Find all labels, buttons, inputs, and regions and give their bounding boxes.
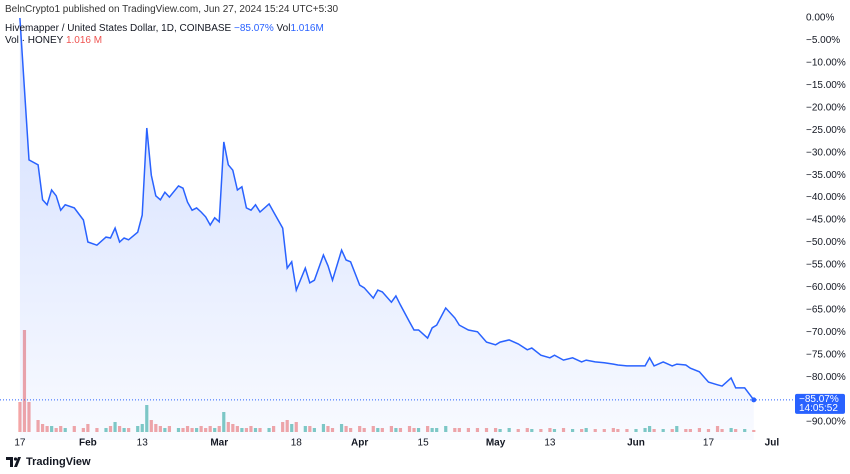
brand-name: TradingView <box>26 456 91 468</box>
y-tick-label: −50.00% <box>806 237 846 248</box>
x-tick-label: Jun <box>627 438 645 449</box>
y-tick-label: −5.00% <box>806 35 840 46</box>
change: −85.07% <box>233 23 274 34</box>
y-tick-label: −70.00% <box>806 327 846 338</box>
y-tick-label: −80.00% <box>806 372 846 383</box>
vol-value: 1.016M <box>290 23 324 34</box>
x-tick-label: Apr <box>351 438 368 449</box>
y-tick-label: −75.00% <box>806 349 846 360</box>
area-fill <box>19 18 754 440</box>
price-tag-label: −85.07% <box>799 394 839 405</box>
y-tick-label: −35.00% <box>806 170 846 181</box>
countdown: 14:05:52 <box>799 403 838 414</box>
y-tick-label: −30.00% <box>806 147 846 158</box>
price-tag <box>795 393 845 414</box>
x-tick-label: 17 <box>14 438 26 449</box>
y-tick-label: −25.00% <box>806 125 846 136</box>
x-tick-label: Jul <box>765 438 780 449</box>
price-line <box>19 17 755 401</box>
legend-line: Hivemapper / United States Dollar, 1D, C… <box>5 23 324 34</box>
symbol: Hivemapper / United States Dollar, 1D, C… <box>5 23 232 34</box>
x-tick-label: 13 <box>137 438 149 449</box>
y-tick-label: −65.00% <box>806 304 846 315</box>
x-tick-label: May <box>486 438 506 449</box>
y-tick-label: −40.00% <box>806 192 846 203</box>
x-tick-label: 18 <box>291 438 303 449</box>
brand: TradingView <box>6 456 91 468</box>
x-tick-label: Feb <box>79 438 97 449</box>
brand-logo <box>6 457 21 467</box>
x-tick-label: Mar <box>210 438 228 449</box>
y-tick-label: −20.00% <box>806 102 846 113</box>
y-tick-label: −90.00% <box>806 417 846 428</box>
x-tick-label: 17 <box>703 438 715 449</box>
vol-label: Vol <box>276 23 291 34</box>
y-tick-label: −60.00% <box>806 282 846 293</box>
x-tick-label: 13 <box>544 438 556 449</box>
volume-legend: Vol · HONEY 1.016 M <box>5 35 102 46</box>
y-tick-label: 0.00% <box>806 13 834 24</box>
x-tick-label: 15 <box>418 438 430 449</box>
source-line: BelnCrypto1 published on TradingView.com… <box>5 4 339 15</box>
volume-name: Vol · HONEY <box>5 35 64 46</box>
y-tick-label: −45.00% <box>806 215 846 226</box>
volume-value: 1.016 M <box>65 35 103 46</box>
y-tick-label: −10.00% <box>806 58 846 69</box>
y-tick-label: −15.00% <box>806 80 846 91</box>
y-tick-label: −55.00% <box>806 260 846 271</box>
last-point <box>751 397 757 403</box>
